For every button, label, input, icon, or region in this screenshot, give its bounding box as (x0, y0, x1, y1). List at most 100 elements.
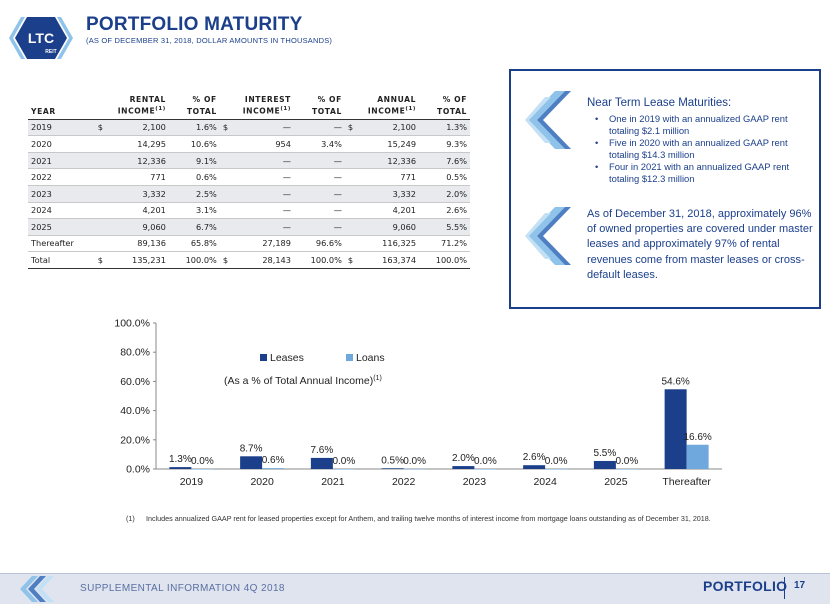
table-row: 2021 12,336 9.1% — —12,336 7.6% (28, 152, 470, 170)
header-interest-pct: TOTAL (293, 105, 345, 120)
leases-bar (310, 457, 333, 469)
bar-data-label: 0.0% (332, 456, 355, 467)
cell-rental: 12,336 (94, 152, 169, 170)
footer-divider (0, 573, 830, 574)
cell-rental: 9,060 (94, 218, 169, 236)
chart-annotation: (As a % of Total Annual Income)(1) (224, 375, 382, 387)
loans-bar (403, 469, 426, 470)
cell-interest-pct: 3.4% (293, 135, 345, 153)
cell-interest: 954 (219, 135, 294, 153)
cell-annual-pct: 2.0% (419, 185, 470, 203)
footer-divider-vertical (784, 577, 785, 599)
cell-interest-pct: — (293, 185, 345, 203)
cell-year: 2019 (28, 119, 95, 137)
cell-interest-pct: 96.6% (293, 235, 345, 253)
cell-rental: 771 (94, 168, 169, 186)
cell-annual: 771 (344, 168, 420, 186)
legend-label: Leases (270, 352, 304, 364)
cell-year: Total (28, 251, 95, 269)
maturity-table: RENTAL % OF INTEREST % OF ANNUAL % OF YE… (28, 94, 470, 269)
cell-rental: $135,231 (94, 251, 169, 269)
leases-bar (381, 468, 404, 469)
bar-data-label: 0.0% (545, 456, 568, 467)
table-row: Thereafter 89,136 65.8% 27,189 96.6% 116,325 7… (28, 235, 470, 253)
x-tick-label: 2025 (604, 476, 628, 488)
header-top-annual-pct: % OF (442, 95, 467, 104)
cell-annual: $163,374 (344, 251, 420, 269)
table-total-row: Total $135,231 100.0% $28,143 100.0% $163,374… (28, 251, 470, 269)
bar-data-label: 5.5% (593, 448, 616, 459)
cell-year: 2025 (28, 218, 95, 236)
x-tick-label: 2022 (392, 476, 416, 488)
page-subtitle: (AS OF DECEMBER 31, 2018, DOLLAR AMOUNTS… (86, 36, 333, 45)
cell-year: 2022 (28, 168, 95, 186)
cell-year: 2020 (28, 135, 95, 153)
table-row: 2020 14,295 10.6% 954 3.4% 15,249 9.3% (28, 135, 470, 153)
y-tick-label: 0.0% (126, 464, 150, 476)
footer-section-name: PORTFOLIO (703, 578, 788, 594)
cell-annual: 4,201 (344, 202, 420, 220)
cell-annual-pct: 9.3% (419, 135, 470, 153)
legend-swatch (346, 354, 353, 361)
cell-rental: 4,201 (94, 202, 169, 220)
cell-annual-pct: 0.5% (419, 168, 470, 186)
x-tick-label: 2023 (463, 476, 487, 488)
y-tick-label: 40.0% (120, 405, 150, 417)
cell-rental-pct: 65.8% (168, 235, 220, 253)
chevron-icon (525, 91, 571, 149)
maturity-item: • Five in 2020 with an annualized GAAP re… (595, 137, 788, 160)
chevron-icon (525, 207, 571, 265)
x-tick-label: 2019 (180, 476, 204, 488)
header-top-interest: INTEREST (244, 95, 291, 104)
footer-label: SUPPLEMENTAL INFORMATION 4Q 2018 (80, 583, 285, 594)
header-rental-pct: TOTAL (168, 105, 220, 120)
maturity-heading: Near Term Lease Maturities: (587, 97, 732, 109)
footnote: (1) Includes annualized GAAP rent for lea… (126, 514, 711, 523)
master-lease-summary: As of December 31, 2018, approximately 9… (587, 208, 813, 281)
footer-chevron-icon (20, 576, 54, 602)
cell-interest: $28,143 (219, 251, 294, 269)
bar-data-label: 0.5% (381, 455, 404, 466)
header-top-rental-pct: % OF (192, 95, 217, 104)
y-tick-label: 60.0% (120, 376, 150, 388)
loans-bar (615, 469, 638, 470)
cell-year: 2024 (28, 202, 95, 220)
cell-annual: $2,100 (344, 119, 420, 137)
header-interest-income: INCOME(1) (219, 105, 294, 120)
maturity-item: • One in 2019 with an annualized GAAP ren… (595, 113, 788, 136)
cell-year: Thereafter (28, 235, 95, 253)
bar-data-label: 1.3% (169, 454, 192, 465)
cell-rental-pct: 0.6% (168, 168, 220, 186)
cell-interest-pct: — (293, 202, 345, 220)
cell-interest: 27,189 (219, 235, 294, 253)
cell-interest-pct: — (293, 168, 345, 186)
logo-text: LTC (28, 30, 54, 46)
loans-bar (686, 444, 709, 469)
x-tick-label: Thereafter (662, 476, 711, 488)
bar-data-label: 2.6% (523, 452, 546, 463)
header-top-rental: RENTAL (129, 95, 166, 104)
table-row: 2019 $2,100 1.6% $ — — $2,100 1.3% (28, 119, 470, 137)
bar-data-label: 8.7% (240, 443, 263, 454)
bar-data-label: 0.0% (474, 456, 497, 467)
cell-annual: 3,332 (344, 185, 420, 203)
leases-bar (240, 456, 263, 469)
cell-annual: 9,060 (344, 218, 420, 236)
cell-annual: 15,249 (344, 135, 420, 153)
cell-interest-pct: — (293, 152, 345, 170)
cell-rental-pct: 3.1% (168, 202, 220, 220)
cell-year: 2021 (28, 152, 95, 170)
leases-bar (452, 466, 475, 469)
bar-data-label: 2.0% (452, 453, 475, 464)
footer-bar (0, 573, 830, 604)
bar-data-label: 0.0% (615, 456, 638, 467)
bar-data-label: 0.0% (403, 456, 426, 467)
bar-data-label: 54.6% (661, 376, 689, 387)
bar-data-label: 0.0% (191, 456, 214, 467)
cell-interest: $ — (219, 119, 294, 137)
cell-annual-pct: 2.6% (419, 202, 470, 220)
cell-interest: — (219, 185, 294, 203)
loans-bar (332, 469, 355, 470)
maturity-list: • One in 2019 with an annualized GAAP ren… (595, 113, 810, 186)
